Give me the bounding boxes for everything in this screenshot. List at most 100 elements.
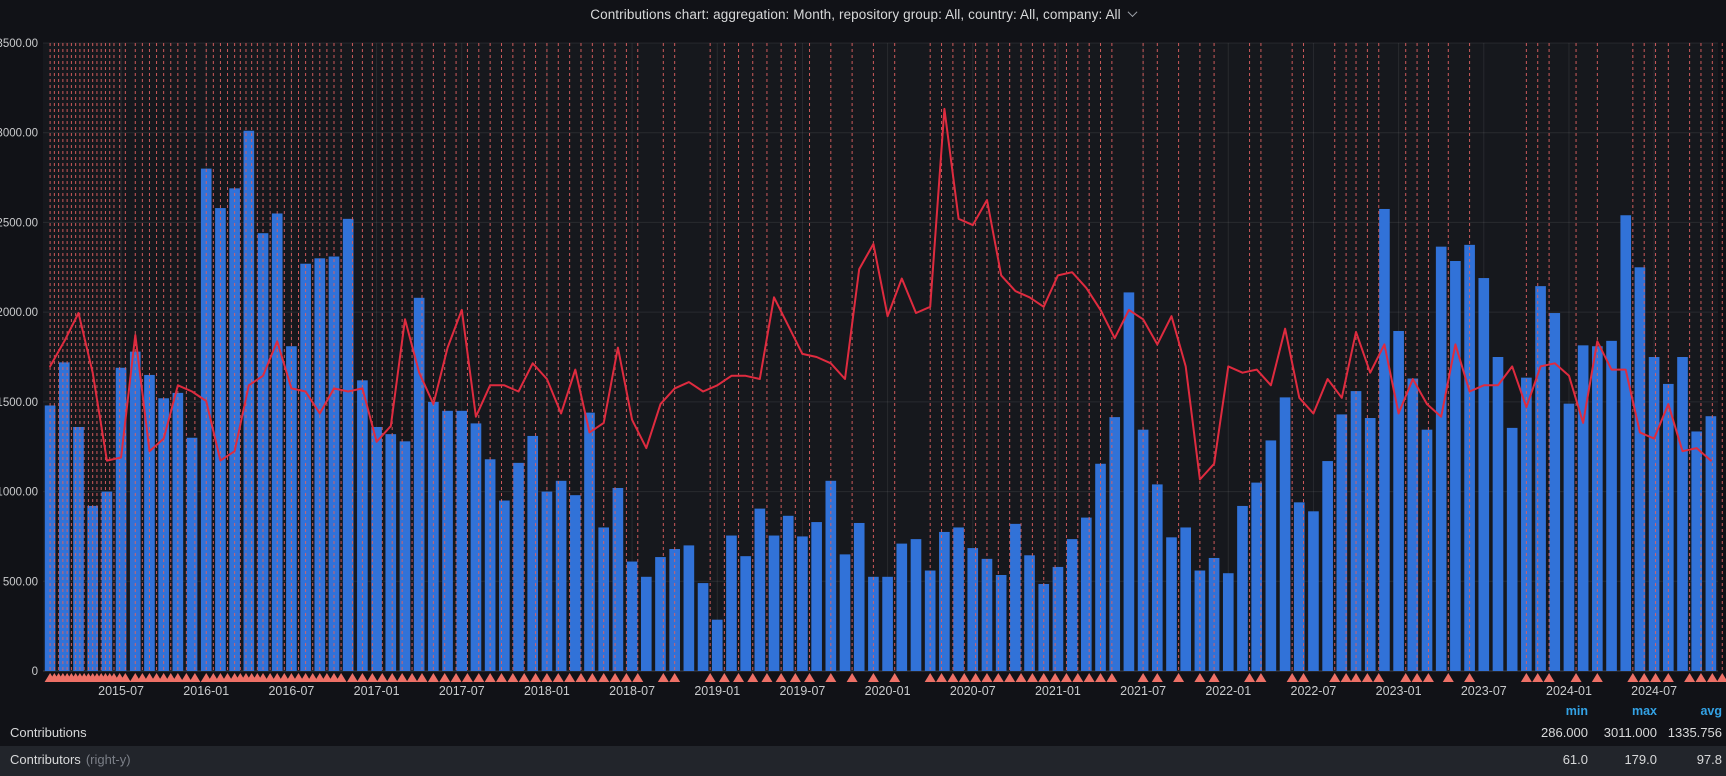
bar-2021-07[interactable] xyxy=(1137,429,1149,671)
bar-2021-05[interactable] xyxy=(1109,417,1121,671)
annotation-marker-icon[interactable] xyxy=(1049,673,1061,682)
bar-2020-10[interactable] xyxy=(1010,523,1021,671)
chart-canvas[interactable]: 3500.00 3000.00 2500.00 2000.00 1500.00 1000.… xyxy=(0,28,1726,704)
annotation-marker-icon[interactable] xyxy=(300,673,312,682)
annotation-marker-icon[interactable] xyxy=(704,673,716,682)
annotation-marker-icon[interactable] xyxy=(1543,673,1555,682)
annotation-marker-icon[interactable] xyxy=(214,673,226,682)
annotation-marker-icon[interactable] xyxy=(620,673,632,682)
annotation-marker-icon[interactable] xyxy=(1004,673,1016,682)
bar-2022-05[interactable] xyxy=(1279,397,1291,671)
bar-2015-09[interactable] xyxy=(144,374,155,671)
bar-2020-02[interactable] xyxy=(896,543,908,671)
annotation-marker-icon[interactable] xyxy=(1137,673,1149,682)
annotation-marker-icon[interactable] xyxy=(1373,673,1385,682)
bar-2022-08[interactable] xyxy=(1322,461,1333,671)
annotation-marker-icon[interactable] xyxy=(1106,673,1118,682)
bar-2018-06[interactable] xyxy=(612,487,624,671)
annotation-marker-icon[interactable] xyxy=(1442,673,1454,682)
chevron-down-icon[interactable] xyxy=(1127,6,1138,17)
bar-2020-07[interactable] xyxy=(967,548,979,671)
annotation-marker-icon[interactable] xyxy=(165,673,177,682)
annotation-marker-icon[interactable] xyxy=(1520,673,1532,682)
bar-2018-03[interactable] xyxy=(569,495,581,671)
bar-2016-07[interactable] xyxy=(286,346,297,671)
bar-2017-12[interactable] xyxy=(527,435,539,671)
annotation-marker-icon[interactable] xyxy=(1244,673,1256,682)
bar-2019-11[interactable] xyxy=(853,522,865,671)
annotation-marker-icon[interactable] xyxy=(947,673,959,682)
bar-2022-03[interactable] xyxy=(1251,482,1262,671)
bar-2018-11[interactable] xyxy=(683,545,695,671)
bar-2019-07[interactable] xyxy=(797,536,808,671)
annotation-marker-icon[interactable] xyxy=(1570,673,1582,682)
annotation-marker-icon[interactable] xyxy=(307,673,319,682)
bar-2018-09[interactable] xyxy=(655,557,666,671)
bar-2016-04[interactable] xyxy=(243,130,255,671)
annotation-marker-icon[interactable] xyxy=(293,673,305,682)
bar-2024-11[interactable] xyxy=(1705,416,1717,671)
legend-row-contributors[interactable]: Contributors (right-y) 61.0 179.0 97.8 xyxy=(0,746,1726,776)
annotation-marker-icon[interactable] xyxy=(129,673,141,682)
contributions-chart[interactable]: 3500.00 3000.00 2500.00 2000.00 1500.00 1000.… xyxy=(0,28,1726,704)
bar-2015-05[interactable] xyxy=(87,505,99,671)
annotation-marker-icon[interactable] xyxy=(1060,673,1072,682)
bar-2018-07[interactable] xyxy=(626,561,638,671)
legend-row-contributions[interactable]: Contributions 286.000 3011.000 1335.756 xyxy=(0,722,1726,746)
annotation-marker-icon[interactable] xyxy=(1684,673,1696,682)
annotation-marker-icon[interactable] xyxy=(346,673,358,682)
bar-2017-03[interactable] xyxy=(399,441,411,671)
annotation-marker-icon[interactable] xyxy=(495,673,507,682)
annotation-marker-icon[interactable] xyxy=(321,673,333,682)
annotation-marker-icon[interactable] xyxy=(271,673,283,682)
bar-2017-08[interactable] xyxy=(470,423,482,671)
bar-2016-01[interactable] xyxy=(200,168,212,671)
annotation-marker-icon[interactable] xyxy=(207,673,219,682)
annotation-marker-icon[interactable] xyxy=(264,673,276,682)
annotation-marker-icon[interactable] xyxy=(804,673,816,682)
annotation-marker-icon[interactable] xyxy=(1400,673,1412,682)
bar-2024-06[interactable] xyxy=(1634,267,1646,671)
annotation-marker-icon[interactable] xyxy=(733,673,745,682)
annotation-marker-icon[interactable] xyxy=(598,673,610,682)
bar-2017-07[interactable] xyxy=(456,410,468,671)
bar-2023-02[interactable] xyxy=(1407,378,1419,671)
annotation-marker-icon[interactable] xyxy=(180,673,192,682)
annotation-marker-icon[interactable] xyxy=(450,673,462,682)
annotation-marker-icon[interactable] xyxy=(1072,673,1084,682)
annotation-marker-icon[interactable] xyxy=(1194,673,1206,682)
legend-series-name[interactable]: Contributors (right-y) xyxy=(10,752,131,767)
bar-2017-04[interactable] xyxy=(413,297,425,671)
bar-2022-04[interactable] xyxy=(1265,440,1277,671)
bar-2023-11[interactable] xyxy=(1535,286,1546,671)
annotation-marker-icon[interactable] xyxy=(1173,673,1185,682)
bar-2019-05[interactable] xyxy=(768,535,780,671)
annotation-marker-icon[interactable] xyxy=(1706,673,1718,682)
bar-2019-08[interactable] xyxy=(811,522,822,671)
bar-2024-03[interactable] xyxy=(1592,346,1603,671)
bar-2020-05[interactable] xyxy=(939,531,950,671)
annotation-marker-icon[interactable] xyxy=(1095,673,1107,682)
annotation-marker-icon[interactable] xyxy=(406,673,418,682)
annotation-marker-icon[interactable] xyxy=(278,673,290,682)
bar-2024-05[interactable] xyxy=(1620,215,1632,671)
bar-2020-09[interactable] xyxy=(995,575,1007,671)
annotation-marker-icon[interactable] xyxy=(718,673,730,682)
annotation-marker-icon[interactable] xyxy=(1650,673,1662,682)
bar-2017-11[interactable] xyxy=(513,462,524,671)
annotation-marker-icon[interactable] xyxy=(356,673,368,682)
bar-2024-01[interactable] xyxy=(1563,403,1575,671)
annotation-marker-icon[interactable] xyxy=(1532,673,1544,682)
contributors-line[interactable] xyxy=(49,107,1712,481)
annotation-marker-icon[interactable] xyxy=(366,673,378,682)
panel-title-bar[interactable]: Contributions chart: aggregation: Month,… xyxy=(0,0,1726,28)
bar-2015-02[interactable] xyxy=(44,405,56,671)
annotation-marker-icon[interactable] xyxy=(335,673,347,682)
bar-2019-03[interactable] xyxy=(740,556,751,671)
bar-2018-12[interactable] xyxy=(697,583,709,671)
annotation-marker-icon[interactable] xyxy=(439,673,451,682)
bar-2020-03[interactable] xyxy=(910,539,922,671)
bar-2015-04[interactable] xyxy=(73,426,84,671)
annotation-marker-icon[interactable] xyxy=(970,673,982,682)
annotation-marker-icon[interactable] xyxy=(1340,673,1352,682)
